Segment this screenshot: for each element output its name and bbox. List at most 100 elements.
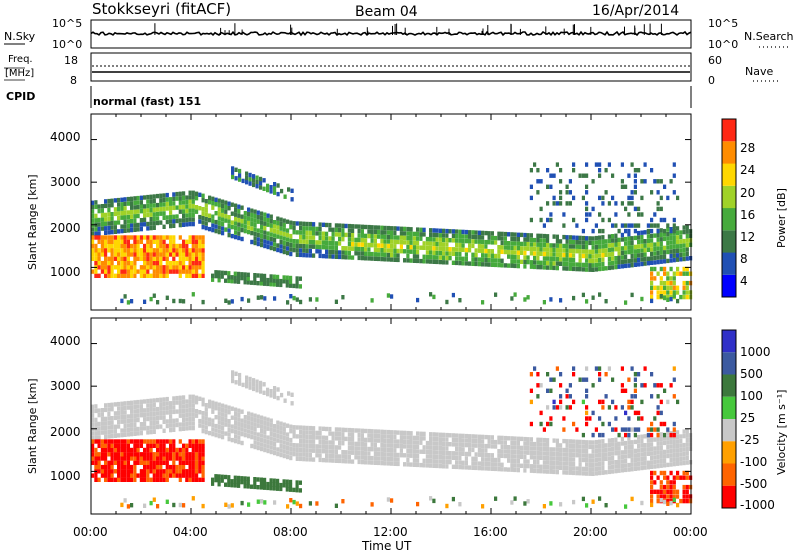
power-cell xyxy=(107,265,111,270)
velocity-cell xyxy=(607,447,611,452)
power-cell xyxy=(676,298,680,304)
velocity-cell xyxy=(91,431,95,436)
velocity-cell xyxy=(585,449,589,454)
velocity-cell xyxy=(221,412,225,417)
power-cell xyxy=(302,230,306,235)
velocity-cell xyxy=(227,432,231,437)
power-cell xyxy=(549,261,553,266)
velocity-cell xyxy=(429,432,433,437)
power-cell xyxy=(315,249,319,254)
velocity-cell xyxy=(594,462,598,467)
power-cell xyxy=(464,238,468,244)
power-cell xyxy=(273,233,277,238)
power-cell xyxy=(685,251,689,257)
power-cell xyxy=(123,228,127,233)
velocity-cell xyxy=(126,418,130,424)
velocity-cell xyxy=(237,417,241,422)
power-cell xyxy=(247,225,251,230)
power-cell xyxy=(318,226,322,232)
power-cell xyxy=(633,262,637,267)
velocity-cell xyxy=(624,463,628,468)
power-cell xyxy=(360,229,364,234)
velocity-cell xyxy=(107,460,111,465)
velocity-cell xyxy=(253,440,257,445)
power-cell xyxy=(172,201,176,206)
power-cell xyxy=(663,245,667,251)
power-cell xyxy=(578,244,582,250)
velocity-cell xyxy=(468,438,472,443)
velocity-cell xyxy=(276,433,280,439)
velocity-cell xyxy=(201,447,205,453)
velocity-cell xyxy=(272,482,276,487)
power-cell xyxy=(666,195,670,201)
power-cell xyxy=(344,255,348,260)
velocity-cell xyxy=(130,423,134,428)
power-cell xyxy=(552,247,556,253)
power-cell xyxy=(607,234,611,239)
velocity-cell xyxy=(598,461,602,467)
power-cell xyxy=(406,249,410,254)
velocity-cell xyxy=(507,449,511,454)
power-cell xyxy=(152,269,156,274)
power-cell xyxy=(461,238,465,244)
power-cell xyxy=(646,256,650,261)
power-cell xyxy=(546,265,550,270)
power-cell xyxy=(637,244,641,249)
velocity-cell xyxy=(338,436,342,441)
velocity-cell xyxy=(461,438,465,443)
velocity-cell xyxy=(104,469,108,474)
velocity-cell xyxy=(178,426,182,432)
power-cell xyxy=(159,256,163,261)
power-cell xyxy=(94,260,98,266)
velocity-cell xyxy=(269,423,273,428)
velocity-cell xyxy=(185,403,189,409)
velocity-cell xyxy=(185,477,189,482)
velocity-cell xyxy=(451,451,455,456)
power-cell xyxy=(370,238,374,243)
power-cell xyxy=(627,173,631,178)
power-cell xyxy=(471,257,475,262)
velocity-cell xyxy=(682,470,686,476)
velocity-cell xyxy=(425,440,429,446)
velocity-cell xyxy=(471,461,475,466)
power-cell xyxy=(633,223,637,228)
power-cell xyxy=(526,242,530,247)
power-cell xyxy=(598,292,602,297)
velocity-cell xyxy=(126,464,130,470)
velocity-colorbar-cell xyxy=(722,441,736,464)
velocity-cell xyxy=(484,443,488,449)
velocity-cell xyxy=(357,428,361,433)
velocity-cell xyxy=(364,460,368,465)
power-cell xyxy=(624,254,628,260)
velocity-cell xyxy=(419,436,423,441)
power-cell xyxy=(220,274,224,279)
power-cell xyxy=(581,240,585,245)
power-cell xyxy=(325,231,329,237)
power-cell xyxy=(185,222,189,227)
velocity-cell xyxy=(162,477,166,482)
power-cell xyxy=(224,278,228,283)
velocity-cell xyxy=(653,459,657,465)
velocity-cell xyxy=(149,456,153,461)
power-cell xyxy=(526,237,530,242)
power-cell xyxy=(591,240,595,246)
velocity-cell xyxy=(572,399,576,405)
power-cell xyxy=(286,219,290,224)
velocity-cell xyxy=(185,417,189,422)
power-cell xyxy=(178,243,182,249)
velocity-cell xyxy=(328,453,332,459)
velocity-cell xyxy=(650,489,654,494)
power-cell xyxy=(659,179,663,184)
power-cell xyxy=(659,290,663,295)
velocity-cell xyxy=(292,425,296,430)
vel-cbar-tick-100: 100 xyxy=(740,389,763,403)
power-cell xyxy=(290,188,294,193)
velocity-cell xyxy=(113,469,117,474)
velocity-cell xyxy=(643,443,647,448)
velocity-cell xyxy=(620,388,624,393)
velocity-cell xyxy=(113,447,117,453)
velocity-cell xyxy=(113,452,117,457)
power-cell xyxy=(627,195,631,201)
power-cell xyxy=(624,236,628,242)
velocity-cell xyxy=(113,443,117,448)
